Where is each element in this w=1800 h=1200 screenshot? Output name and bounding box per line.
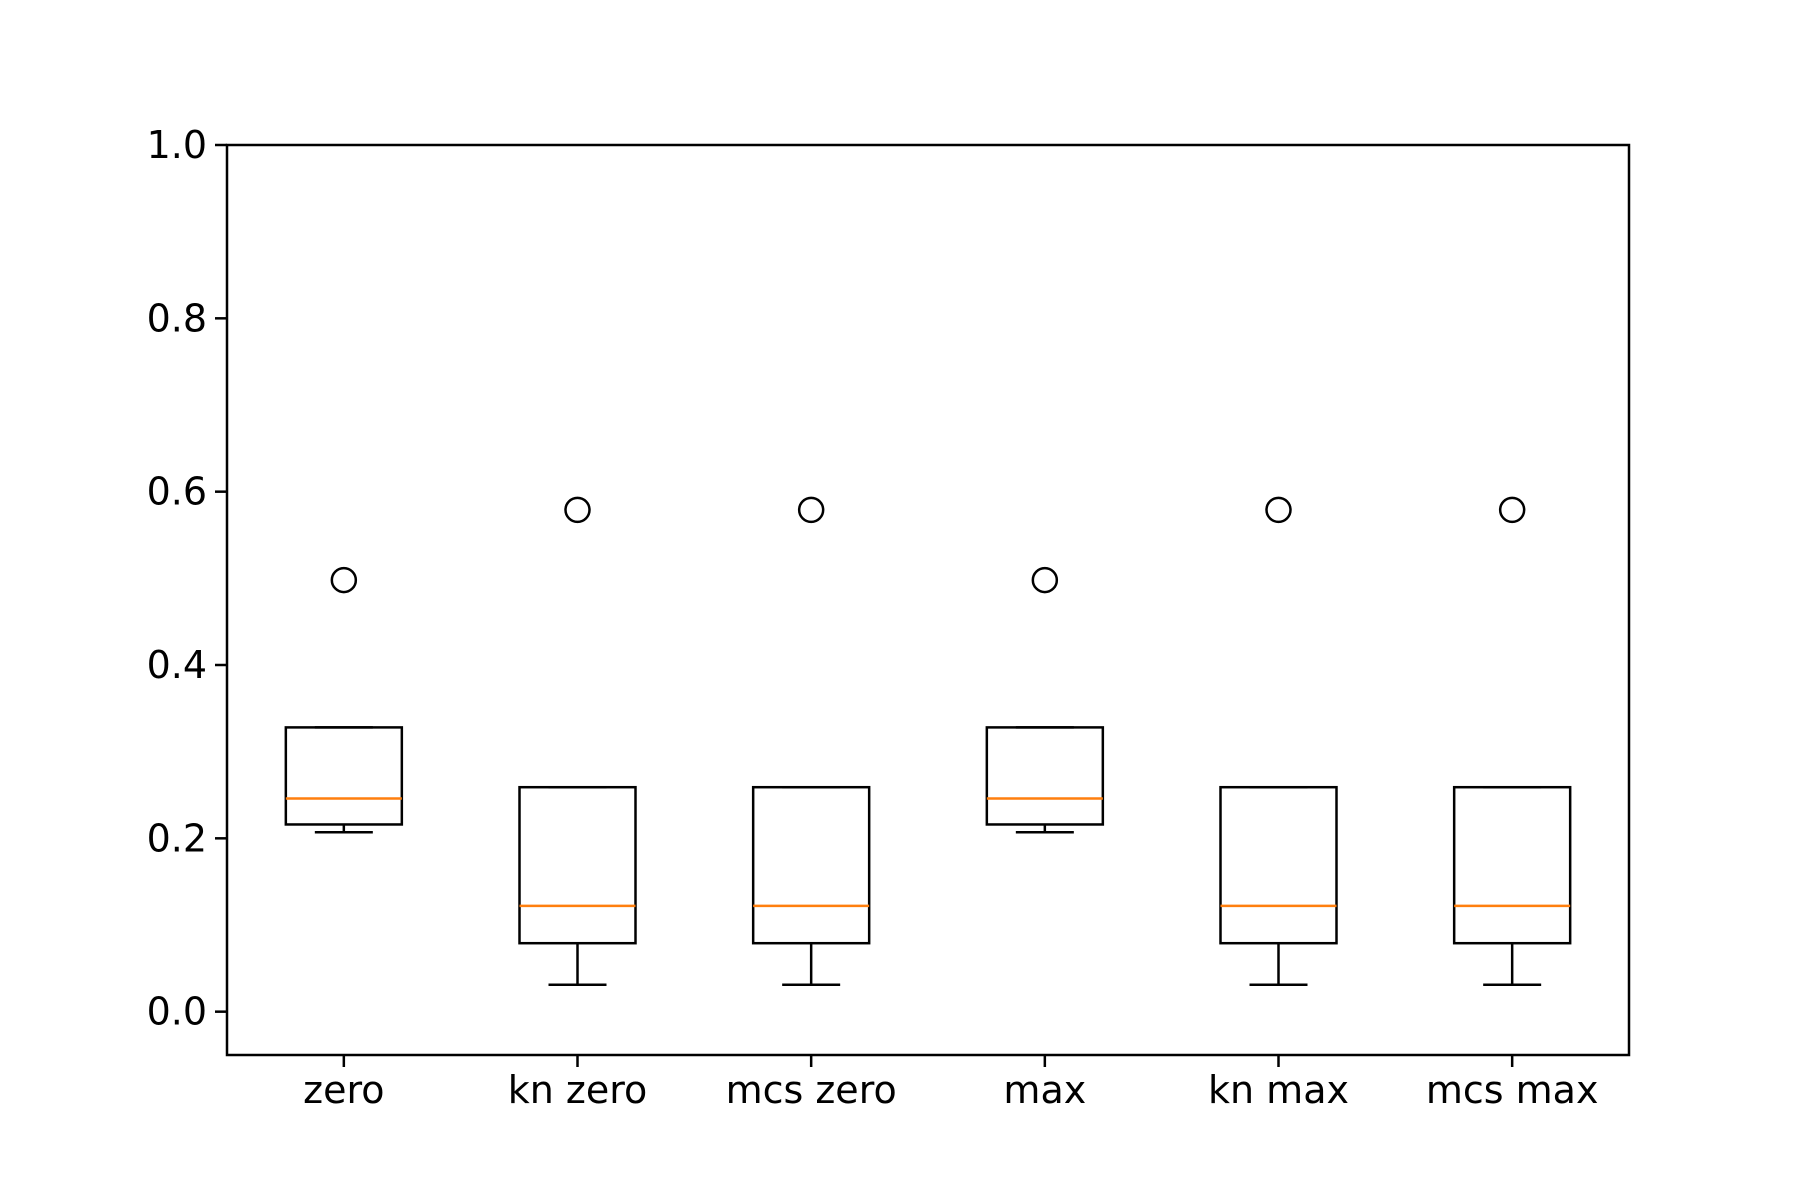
box-iqr	[751, 785, 871, 945]
outlier-point	[1031, 566, 1059, 594]
x-tick-label: mcs max	[1426, 1068, 1599, 1112]
outlier-point	[797, 496, 825, 524]
x-tick-label: zero	[303, 1068, 384, 1112]
box-group	[1452, 496, 1572, 987]
axes-frame	[225, 143, 1631, 1057]
y-tick-label: 1.0	[147, 123, 207, 167]
x-tick-label: max	[1003, 1068, 1086, 1112]
outlier-point	[564, 496, 591, 524]
box-iqr	[1452, 785, 1572, 945]
plot-area	[284, 496, 1572, 987]
outlier-point	[330, 566, 358, 594]
x-tick-label: kn zero	[508, 1068, 648, 1112]
box-group	[751, 496, 871, 987]
box-iqr	[284, 726, 404, 826]
y-tick-label: 0.6	[147, 470, 207, 514]
y-tick-label: 0.8	[147, 296, 207, 340]
box-group	[518, 496, 637, 987]
box-iqr	[1219, 785, 1338, 945]
y-tick-label: 0.2	[147, 816, 207, 860]
y-tick-label: 0.4	[147, 643, 207, 687]
x-tick-label: mcs zero	[726, 1068, 897, 1112]
outlier-point	[1265, 496, 1292, 524]
x-tick-label: kn max	[1208, 1068, 1349, 1112]
box-group	[1219, 496, 1338, 987]
box-iqr	[518, 785, 637, 945]
y-tick-label: 0.0	[147, 990, 207, 1034]
axes: 0.0 0.2 0.4 0.6 0.8 1.0 zero kn zero mcs zero max…	[147, 123, 1599, 1112]
outlier-point	[1498, 496, 1526, 524]
box-iqr	[985, 726, 1105, 826]
box-group	[284, 566, 404, 834]
box-group	[985, 566, 1105, 834]
